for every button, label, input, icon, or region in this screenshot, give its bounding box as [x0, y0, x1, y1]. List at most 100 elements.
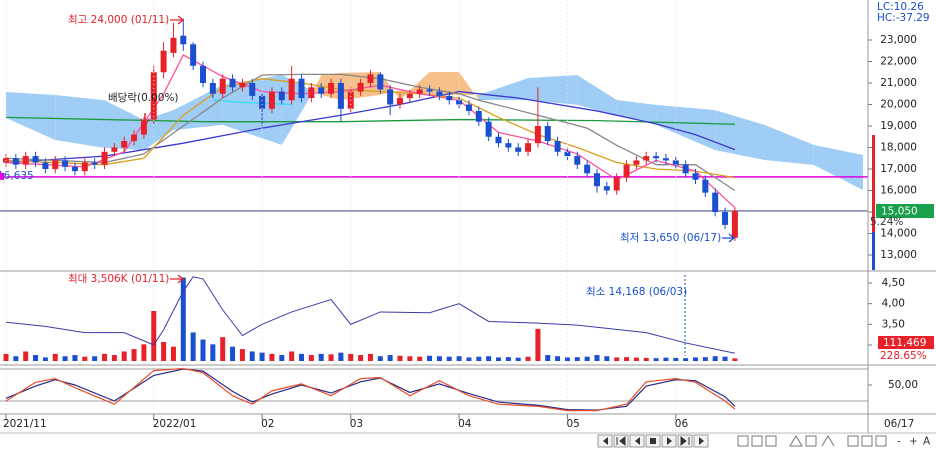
volume-bar [308, 355, 314, 361]
candle-body [337, 82, 344, 109]
volume-bar [220, 337, 226, 361]
candle-body [22, 156, 29, 165]
candle-body [623, 164, 630, 178]
y-tick-label: 17,000 [880, 163, 917, 175]
volume-bar [72, 355, 78, 361]
candle-body [643, 156, 650, 161]
volume-bar [673, 357, 679, 361]
candle-body [91, 162, 98, 165]
current-volume-label: 111,469 [883, 337, 926, 349]
current-price-label: 15,050 [881, 206, 918, 218]
volume-bar [624, 357, 630, 361]
volume-bar [3, 353, 9, 361]
auto-scale[interactable]: A [923, 436, 931, 448]
x-tick-label: 02 [261, 418, 274, 430]
volume-bar [496, 357, 501, 361]
arrow [170, 274, 185, 284]
candle-body [446, 95, 453, 101]
x-tick-label: 06 [675, 418, 689, 430]
candle-body [219, 78, 226, 94]
y-tick-label: 13,000 [880, 249, 917, 261]
candle-body [712, 192, 719, 212]
toolbar-icon[interactable] [875, 435, 887, 447]
candle-body [534, 125, 541, 144]
toolbar-icon[interactable] [737, 435, 749, 447]
zoom-in[interactable]: + [909, 436, 918, 448]
toolbar-icon[interactable] [765, 435, 777, 447]
toolbar-icon[interactable] [805, 435, 817, 447]
toolbar-icon[interactable] [789, 435, 803, 447]
candle-body [544, 125, 551, 142]
volume-bar [653, 358, 659, 361]
toolbar-icon[interactable] [847, 435, 859, 447]
volume-bar [604, 356, 610, 361]
x-tick-label: 2022/01 [153, 418, 197, 430]
candle-body [653, 156, 660, 159]
zoom-out[interactable]: - [897, 436, 901, 448]
candle-body [71, 166, 78, 172]
volume-bar [663, 357, 669, 361]
candle-body [505, 143, 512, 148]
candle-body [170, 37, 177, 53]
volume-bar [732, 358, 738, 361]
candle-body [554, 141, 561, 152]
candle-body [249, 82, 256, 96]
x-tick-label: 04 [458, 418, 472, 430]
candle-body [377, 74, 384, 90]
cloud-segment [616, 99, 657, 125]
volume-bar [328, 354, 334, 361]
volume-bar [555, 356, 561, 361]
volume-bar [318, 353, 324, 361]
candle-body [426, 89, 433, 92]
volume-bar [486, 356, 492, 361]
candle-body [42, 162, 49, 169]
candle-body [268, 91, 275, 109]
icon [635, 437, 640, 445]
candle-body [111, 147, 118, 152]
volume-bar [151, 311, 157, 361]
volume-bar [702, 357, 708, 361]
support-label: 16,635 [0, 170, 34, 182]
x-tick-label: 05 [566, 418, 579, 430]
candle-body [160, 50, 167, 73]
candle-body [387, 89, 394, 105]
moving-average [5, 73, 736, 192]
volume-bar [62, 356, 68, 361]
candle-body [288, 78, 295, 101]
toolbar-icon[interactable] [751, 435, 763, 447]
cloud-segment [459, 72, 479, 100]
candle-body [318, 87, 325, 94]
volume-bar [377, 356, 383, 361]
volume-bar [141, 344, 147, 361]
x-tick-label: 2021/11 [3, 418, 47, 430]
arrow [722, 233, 736, 243]
y-tick-label: 14,000 [880, 227, 917, 239]
cloud-segment [55, 95, 105, 148]
volume-bar [52, 353, 58, 361]
candle-body [603, 186, 610, 191]
volume-bar [387, 355, 393, 361]
indicator-label: HC:-37.29 [877, 12, 930, 24]
stochastic-line [5, 367, 736, 412]
price-gauge [872, 232, 875, 270]
change-label: 5.24% [870, 216, 903, 228]
volume-bar [476, 356, 482, 361]
candle-body [278, 91, 285, 101]
y-tick-label: 18,000 [880, 141, 917, 153]
candle-body [594, 173, 600, 187]
dividend-annotation: 배당락(0.00%) [108, 92, 179, 104]
volume-bar [594, 355, 600, 361]
arrow [170, 15, 185, 25]
toolbar-icon[interactable] [821, 435, 835, 447]
volume-ratio-label: 228.65% [880, 350, 927, 362]
toolbar-icon[interactable] [861, 435, 873, 447]
volume-bar [289, 351, 295, 361]
moving-average [212, 99, 292, 106]
y-tick-label: 19,000 [880, 120, 917, 132]
volume-max-annotation: 최대 3,506K (01/11) [68, 273, 169, 285]
volume-bar [348, 353, 354, 361]
volume-bar [515, 357, 521, 361]
main-layer: 13,00014,00015,00016,00017,00018,00019,0… [0, 0, 918, 430]
candle-body [702, 179, 709, 193]
volume-bar [407, 356, 413, 361]
